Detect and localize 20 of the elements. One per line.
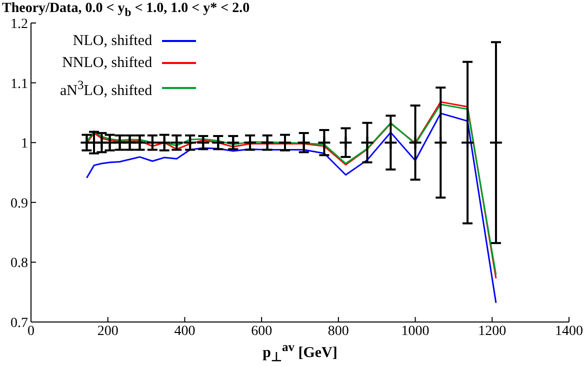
legend-label: NLO, shifted — [72, 32, 152, 51]
y-tick-label: 1.1 — [10, 76, 28, 92]
x-tick-label: 0 — [28, 324, 34, 339]
x-tick-label: 200 — [97, 324, 118, 339]
y-tick-label: 0.9 — [10, 196, 28, 212]
y-tick-label: 0.7 — [10, 316, 28, 331]
line-series — [86, 112, 497, 304]
y-tick-label: 1 — [21, 136, 28, 152]
x-tick-label: 600 — [251, 324, 272, 339]
x-tick-label: 1400 — [555, 324, 583, 339]
x-tick-label: 800 — [328, 324, 349, 339]
legend-label: NNLO, shifted — [62, 54, 152, 73]
y-tick-label: 0.8 — [10, 256, 28, 272]
legend-label: aN$^{3}$LO, shifted — [60, 77, 152, 101]
x-axis-title: p$_{⊥}$$^{av}$ [GeV] — [262, 340, 338, 364]
x-tick-label: 400 — [174, 324, 196, 339]
x-tick-label: 1200 — [478, 324, 506, 339]
y-tick-label: 1.2 — [10, 16, 28, 32]
x-tick-label: 1000 — [401, 324, 430, 339]
chart-title: Theory/Data, 0.0 < y$_{b}$ < 1.0, 1.0 < y* < 2.0 — [2, 1, 250, 19]
